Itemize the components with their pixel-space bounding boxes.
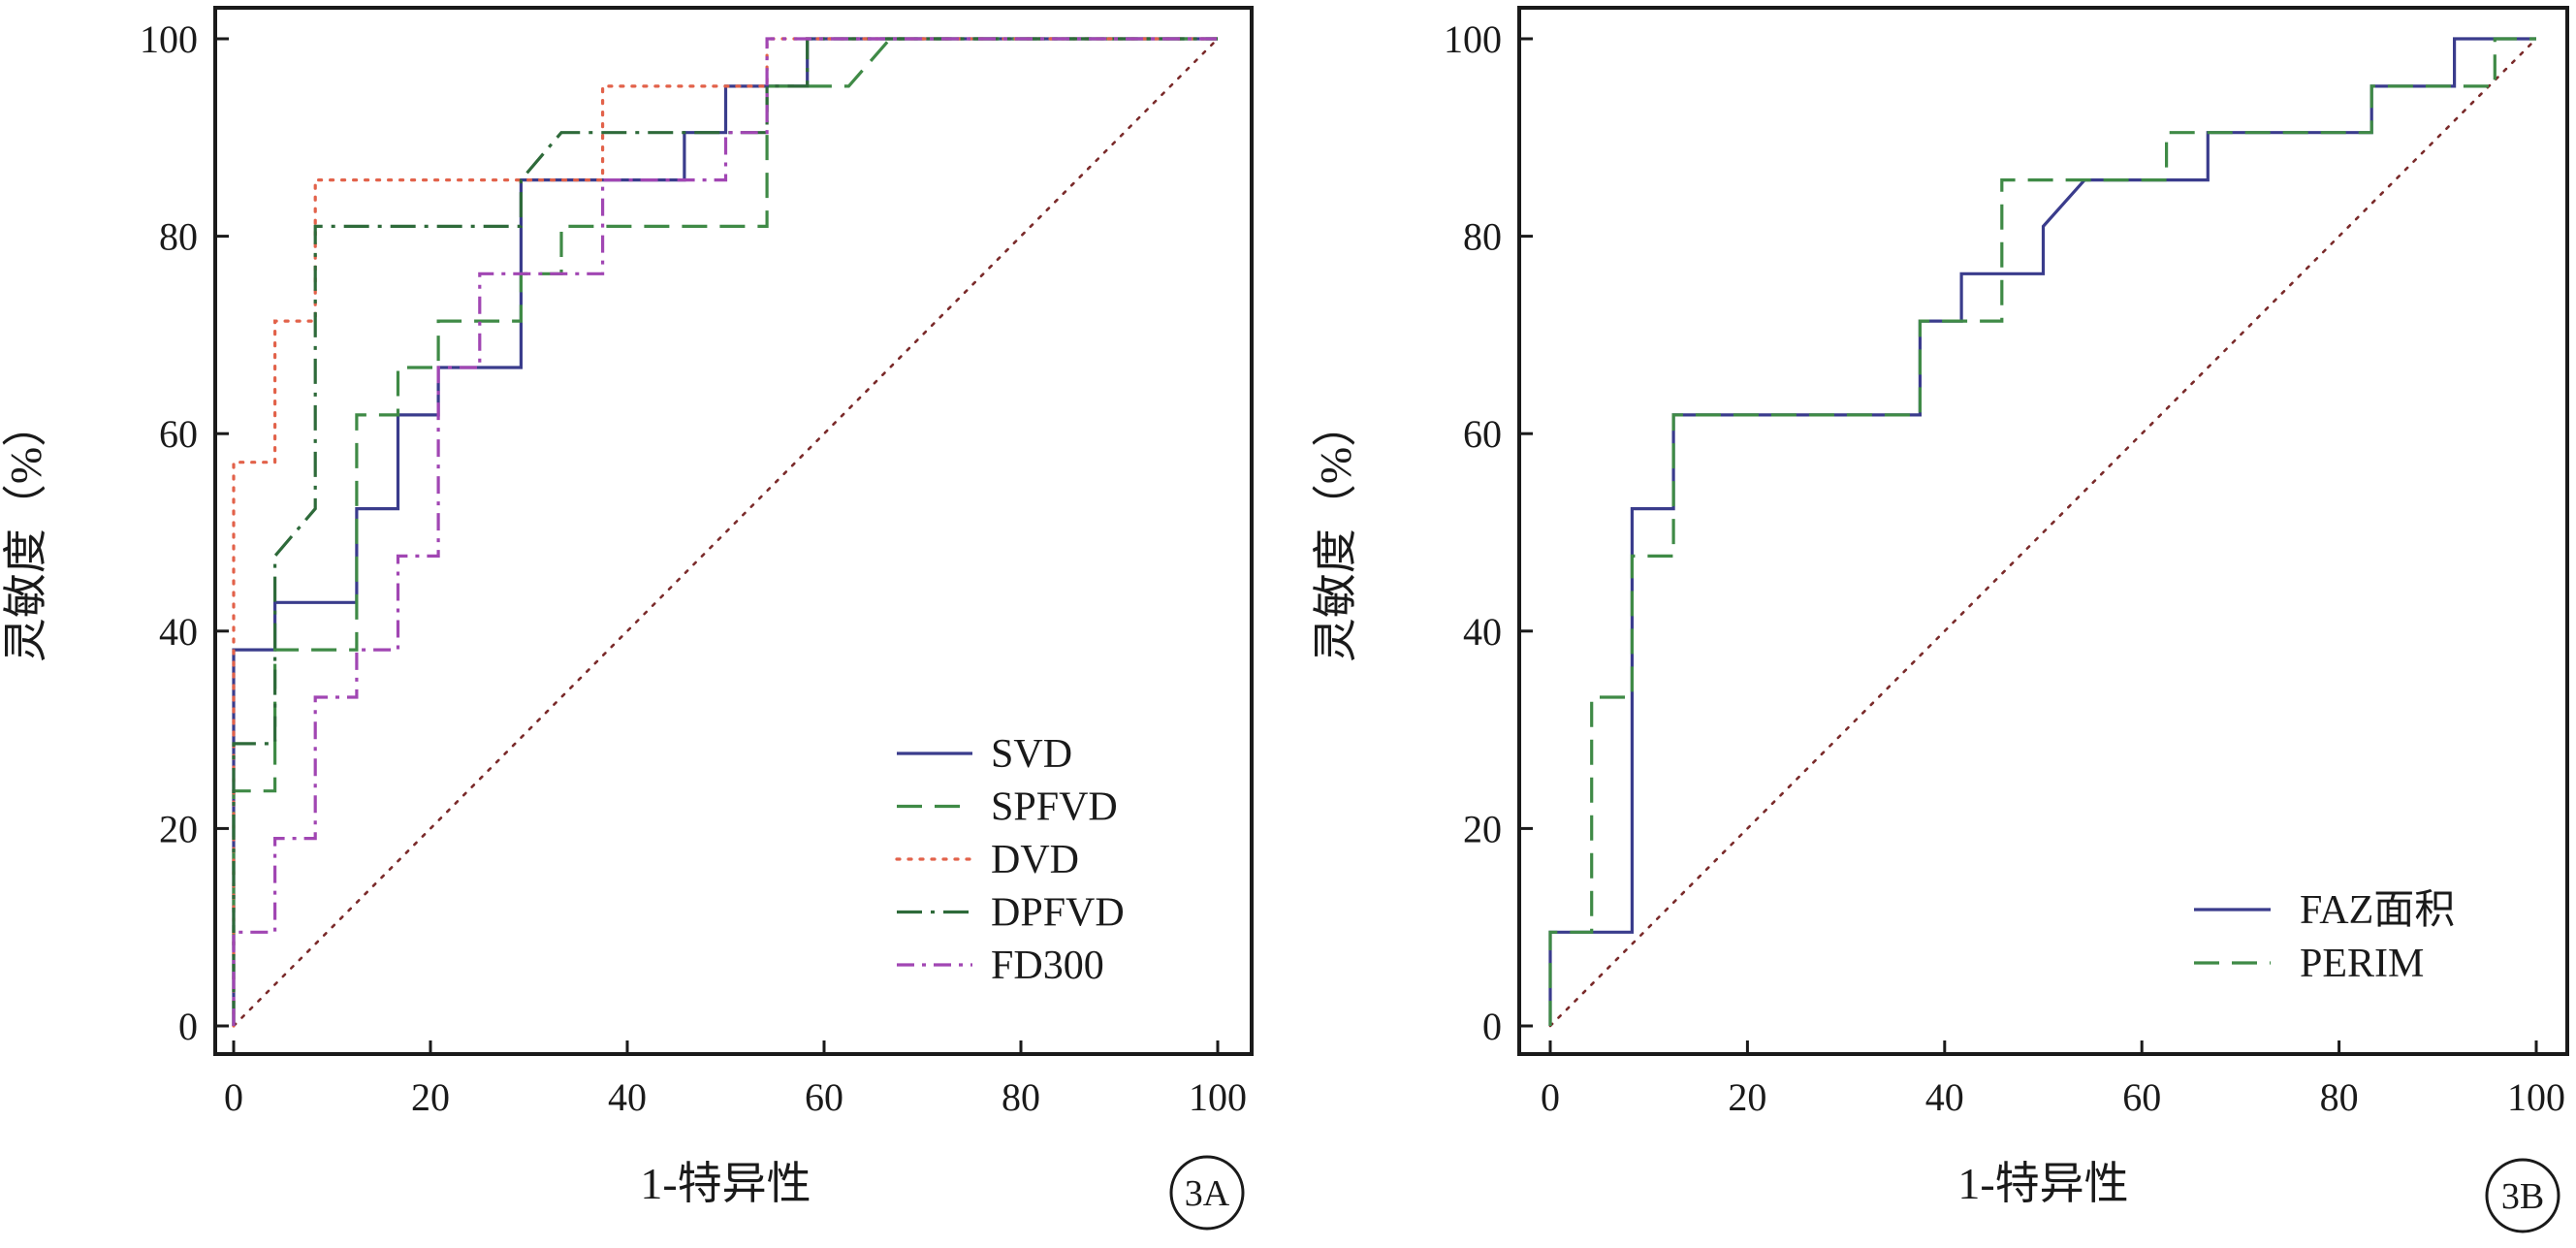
roc-panel-3a: 0 20 40 60 80 100 0 20 40 60 80 100 1-特异性 灵敏度（%） SVD SP… xyxy=(1,6,1254,1231)
panel-3b-series-perim-line xyxy=(1548,37,2536,1026)
panel-3a-y-tick-label-0: 0 xyxy=(178,1005,198,1048)
panel-3b-x-tick-label-0: 0 xyxy=(1541,1075,1560,1119)
panel-3b-x-tick-label-20: 20 xyxy=(1728,1075,1766,1119)
panel-3a-series-fd300-line xyxy=(232,37,1218,1026)
panel-3a-x-tick-label-80: 80 xyxy=(1002,1075,1040,1119)
panel-3a-plot-frame xyxy=(213,6,1254,1056)
panel-3b-y-tick-label-40: 40 xyxy=(1463,610,1502,654)
panel-3b-legend-label-faz面积: FAZ面积 xyxy=(2300,888,2455,933)
panel-3a-x-tick-label-0: 0 xyxy=(224,1075,243,1119)
panel-3a-legend-label-fd300: FD300 xyxy=(991,944,1104,988)
panel-3a-x-tick-label-60: 60 xyxy=(805,1075,843,1119)
panel-3b-y-axis-title: 灵敏度（%） xyxy=(1311,402,1360,662)
panel-3a-y-tick-label-60: 60 xyxy=(159,412,198,456)
panel-3b-x-axis-title: 1-特异性 xyxy=(1957,1159,2128,1208)
panel-3a-y-axis-title: 灵敏度（%） xyxy=(1,402,50,662)
panel-3a-x-tick-label-40: 40 xyxy=(608,1075,647,1119)
panel-3a-legend-label-spfvd: SPFVD xyxy=(991,785,1118,830)
panel-3a-panel-tag-circle xyxy=(1169,1155,1245,1231)
roc-panel-3b: 0 20 40 60 80 100 0 20 40 60 80 100 1-特异性 灵敏度（%） FAZ面积… xyxy=(1311,6,2569,1233)
panel-3b-reference-diagonal xyxy=(1548,37,2538,1028)
panel-3a-y-tick-label-100: 100 xyxy=(140,17,198,61)
panel-3a-reference-diagonal xyxy=(232,37,1220,1028)
panel-3a-legend-label-dvd: DVD xyxy=(991,838,1079,882)
panel-3a-y-tick-label-20: 20 xyxy=(159,807,198,850)
panel-3b-y-tick-label-60: 60 xyxy=(1463,412,1502,456)
panel-3b-plot-frame xyxy=(1517,6,2569,1056)
panel-3b-legend-label-perim: PERIM xyxy=(2300,942,2424,986)
panel-3b-y-tick-label-0: 0 xyxy=(1482,1005,1502,1048)
panel-3a-y-tick-label-80: 80 xyxy=(159,215,198,259)
panel-3a-panel-tag-label: 3A xyxy=(1185,1173,1230,1214)
panel-3b-y-tick-label-100: 100 xyxy=(1444,17,1502,61)
panel-3b-y-tick-label-20: 20 xyxy=(1463,807,1502,850)
panel-3b-panel-tag-circle xyxy=(2485,1158,2560,1233)
panel-3a-series-dpfvd-line xyxy=(232,37,1218,1026)
panel-3a-legend-label-dpfvd: DPFVD xyxy=(991,891,1125,936)
panel-3b-legend: FAZ面积 PERIM xyxy=(2194,888,2455,986)
panel-3a-x-tick-label-100: 100 xyxy=(1189,1075,1247,1119)
panel-3a-x-tick-label-20: 20 xyxy=(411,1075,450,1119)
panel-3a-x-axis-title: 1-特异性 xyxy=(640,1159,811,1208)
panel-3b-x-tick-label-40: 40 xyxy=(1925,1075,1964,1119)
panel-3b-x-tick-label-100: 100 xyxy=(2507,1075,2565,1119)
panel-3b-x-tick-label-80: 80 xyxy=(2320,1075,2359,1119)
panel-3a-legend-label-svd: SVD xyxy=(991,732,1072,777)
panel-3a-series-spfvd-line xyxy=(232,37,1218,1026)
panel-3a-legend: SVD SPFVD DVD DPFVD FD300 xyxy=(895,732,1125,988)
panel-3b-x-tick-label-60: 60 xyxy=(2122,1075,2161,1119)
panel-3b-panel-tag-label: 3B xyxy=(2501,1176,2544,1217)
panel-3a-y-tick-label-40: 40 xyxy=(159,610,198,654)
panel-3b-y-tick-label-80: 80 xyxy=(1463,215,1502,259)
